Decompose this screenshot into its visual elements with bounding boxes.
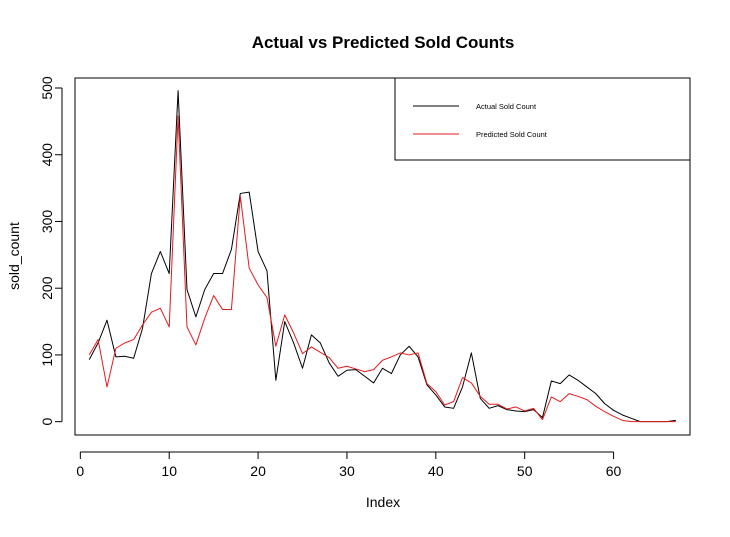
y-tick-label: 300: [39, 210, 55, 234]
x-tick-label: 30: [339, 463, 355, 479]
legend-box: [394, 77, 691, 161]
x-tick-label: 50: [517, 463, 533, 479]
y-tick-label: 400: [39, 143, 55, 167]
legend-label: Predicted Sold Count: [476, 130, 548, 139]
series-layer: [88, 90, 676, 423]
x-tick-label: 10: [161, 463, 177, 479]
x-tick-label: 60: [606, 463, 622, 479]
legend-label: Actual Sold Count: [476, 102, 537, 111]
y-axis-label: sold_count: [6, 222, 22, 290]
x-axis-label: Index: [366, 494, 400, 510]
legend: Actual Sold Count Predicted Sold Count: [394, 77, 691, 161]
y-tick-label: 100: [39, 343, 55, 367]
plot-frame: [74, 77, 691, 436]
y-tick-label: 0: [39, 418, 55, 426]
chart-title: Actual vs Predicted Sold Counts: [252, 33, 515, 52]
x-tick-label: 40: [428, 463, 444, 479]
x-axis: 0 10 20 30 40 50 60: [76, 451, 622, 479]
series-line-actual: [88, 90, 676, 423]
y-tick-label: 500: [39, 76, 55, 100]
y-axis: 0 100 200 300 400 500: [39, 76, 63, 426]
series-line-predicted: [88, 115, 676, 423]
x-tick-label: 20: [250, 463, 266, 479]
x-tick-label: 0: [76, 463, 84, 479]
y-tick-label: 200: [39, 276, 55, 300]
